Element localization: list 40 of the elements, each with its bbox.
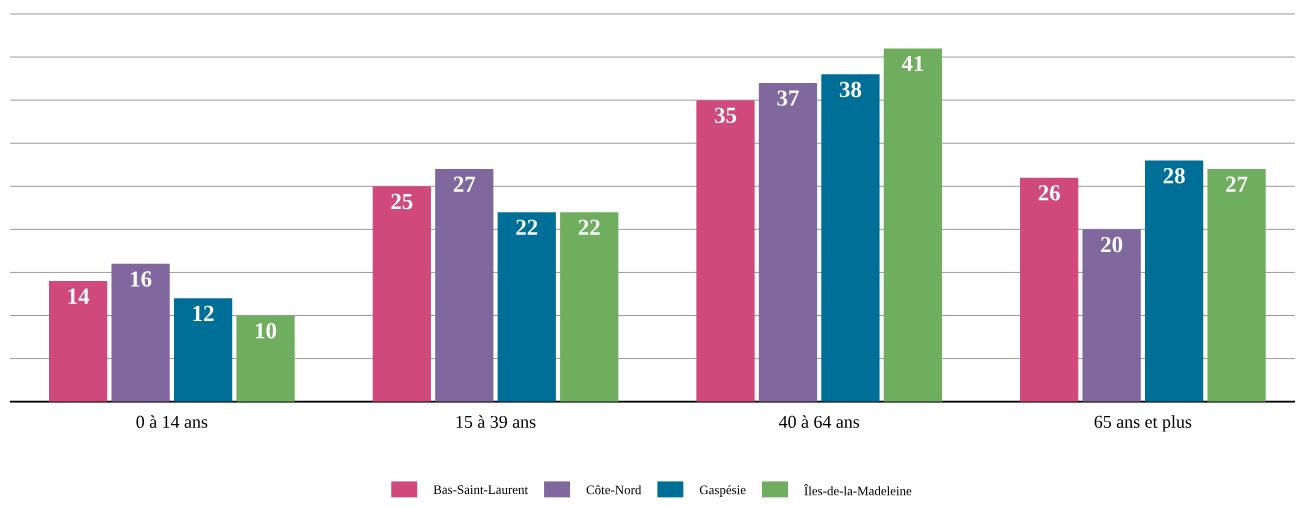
legend-label: Îles-de-la-Madeleine (804, 484, 912, 496)
bar (1207, 169, 1266, 402)
data-label: 28 (1163, 168, 1185, 184)
data-label: 20 (1101, 237, 1123, 253)
legend-label: Bas-Saint-Laurent (433, 485, 529, 495)
bar (1020, 177, 1079, 402)
data-label: 26 (1038, 185, 1060, 201)
data-label: 22 (578, 219, 600, 235)
data-label: 22 (516, 219, 538, 235)
bar (435, 169, 494, 402)
data-label: 12 (193, 306, 214, 322)
bar (821, 74, 880, 402)
bar (1144, 160, 1204, 402)
x-tick-label: 40 à 64 ans (778, 415, 860, 429)
legend-label: Côte-Nord (586, 485, 642, 495)
data-label: 37 (777, 90, 799, 106)
data-label: 35 (714, 107, 737, 124)
bar (49, 281, 108, 402)
x-tick-label: 0 à 14 ans (136, 415, 208, 429)
data-label: 10 (255, 323, 277, 339)
legend-label: Gaspésie (699, 485, 746, 498)
data-label: 16 (130, 271, 152, 287)
bar (758, 83, 818, 402)
data-label: 41 (901, 56, 924, 72)
data-label: 27 (1226, 176, 1248, 192)
x-tick-label: 65 ans et plus (1094, 415, 1192, 432)
bar (560, 212, 619, 402)
data-label: 38 (839, 81, 862, 98)
bar (372, 186, 431, 402)
bar (173, 298, 233, 402)
bar (883, 48, 943, 402)
x-tick-label: 15 à 39 ans (456, 415, 536, 429)
bar (696, 100, 755, 402)
bar (236, 315, 295, 402)
bar (111, 264, 170, 402)
bar (497, 212, 556, 402)
bar (1082, 229, 1141, 402)
data-label: 25 (391, 194, 413, 210)
data-label: 14 (68, 288, 90, 304)
data-label: 27 (453, 176, 476, 192)
